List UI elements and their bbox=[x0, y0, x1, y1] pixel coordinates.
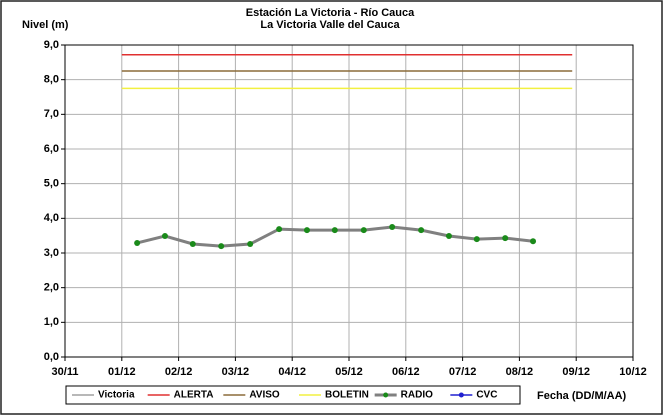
legend-box bbox=[65, 385, 521, 405]
x-tick-label: 02/12 bbox=[165, 366, 193, 378]
x-tick-label: 06/12 bbox=[392, 366, 420, 378]
data-point bbox=[189, 240, 196, 247]
x-tick-label: 04/12 bbox=[278, 366, 306, 378]
legend-label: BOLETIN bbox=[325, 390, 369, 401]
data-point bbox=[389, 224, 396, 230]
y-tick-label: 5,0 bbox=[44, 178, 59, 190]
x-tick-label: 09/12 bbox=[562, 366, 590, 378]
legend-label: CVC bbox=[476, 390, 497, 401]
data-point bbox=[530, 238, 537, 245]
y-tick-label: 0,0 bbox=[44, 351, 59, 363]
legend-label: AVISO bbox=[249, 390, 280, 401]
legend-label: Victoria bbox=[98, 390, 135, 401]
data-point bbox=[360, 227, 367, 234]
data-point bbox=[218, 243, 225, 250]
data-point bbox=[418, 227, 425, 234]
legend-label: ALERTA bbox=[174, 390, 214, 401]
plot-frame bbox=[64, 44, 634, 358]
x-tick-label: 08/12 bbox=[506, 366, 534, 378]
chart-subtitle: La Victoria Valle del Cauca bbox=[260, 19, 400, 31]
y-tick-label: 9,0 bbox=[44, 39, 59, 51]
y-tick-label: 6,0 bbox=[44, 143, 59, 155]
x-tick-label: 30/11 bbox=[52, 366, 79, 378]
data-point bbox=[247, 240, 254, 247]
y-tick-label: 3,0 bbox=[44, 247, 59, 259]
x-tick-label: 10/12 bbox=[619, 366, 647, 378]
x-tick-label: 05/12 bbox=[335, 366, 363, 378]
y-tick-label: 8,0 bbox=[44, 74, 59, 86]
data-point bbox=[276, 226, 283, 233]
data-point bbox=[134, 239, 141, 246]
data-point bbox=[473, 236, 480, 243]
data-point bbox=[331, 227, 338, 234]
data-point bbox=[303, 227, 310, 234]
x-axis-title: Fecha (DD/M/AA) bbox=[537, 390, 627, 402]
chart-title: Estación La Victoria - Río Cauca bbox=[246, 7, 415, 19]
legend-marker bbox=[383, 392, 389, 398]
legend-marker bbox=[458, 392, 464, 398]
data-point bbox=[445, 233, 452, 240]
y-tick-label: 1,0 bbox=[44, 316, 59, 328]
x-tick-label: 03/12 bbox=[222, 366, 250, 378]
y-tick-label: 4,0 bbox=[44, 212, 59, 224]
y-tick-label: 7,0 bbox=[44, 108, 59, 120]
data-point bbox=[502, 235, 509, 242]
y-axis-title: Nivel (m) bbox=[22, 19, 69, 31]
data-point bbox=[161, 233, 168, 240]
x-tick-label: 07/12 bbox=[449, 366, 477, 378]
x-tick-label: 01/12 bbox=[108, 366, 136, 378]
y-tick-label: 2,0 bbox=[44, 282, 59, 294]
legend-label: RADIO bbox=[401, 390, 433, 401]
